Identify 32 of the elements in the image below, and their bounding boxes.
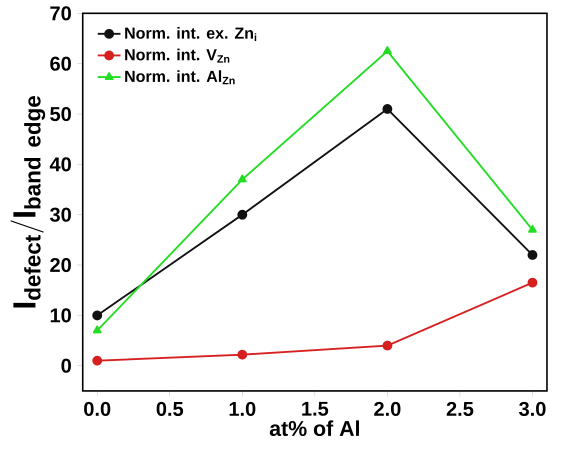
y-tick-label: 70 xyxy=(50,6,71,21)
y-tick-label: 40 xyxy=(50,157,71,172)
x-tick-label: 1.0 xyxy=(230,402,256,416)
point xyxy=(528,250,538,260)
x-tick-label: 2.0 xyxy=(374,402,400,416)
y-tick-label: 20 xyxy=(50,258,71,272)
point xyxy=(238,174,247,183)
point xyxy=(382,104,392,114)
y-tick-label: 60 xyxy=(50,56,71,71)
legend-label: Norm. int. ex. Zn$_{i}$ xyxy=(125,27,256,42)
x-tick-label: 3.0 xyxy=(519,402,546,416)
point xyxy=(237,210,248,220)
legend-label: Norm. int. Al$_{Zn}$ xyxy=(125,70,235,84)
y-tick-label: 10 xyxy=(50,308,71,323)
point xyxy=(528,278,538,288)
y-tick-label: 0 xyxy=(61,358,71,373)
point xyxy=(382,340,392,351)
x-tick-label: 0.5 xyxy=(156,402,184,416)
point xyxy=(92,326,102,334)
point xyxy=(528,225,537,233)
x-axis-title: at% of Al xyxy=(270,420,359,436)
x-tick-label: 1.5 xyxy=(302,402,328,416)
y-tick-label: 50 xyxy=(50,107,71,122)
x-tick-label: 0.0 xyxy=(84,402,110,416)
y-axis-title: $\mathbf{I_{defect}/I_{band\ edge}}$ xyxy=(10,96,46,308)
point xyxy=(92,310,102,321)
legend-label: Norm. int. V$_{Zn}$ xyxy=(125,48,230,63)
x-tick-label: 2.5 xyxy=(446,402,474,416)
point xyxy=(382,46,392,54)
point xyxy=(237,350,248,360)
point xyxy=(92,356,102,366)
y-tick-label: 30 xyxy=(50,208,71,222)
